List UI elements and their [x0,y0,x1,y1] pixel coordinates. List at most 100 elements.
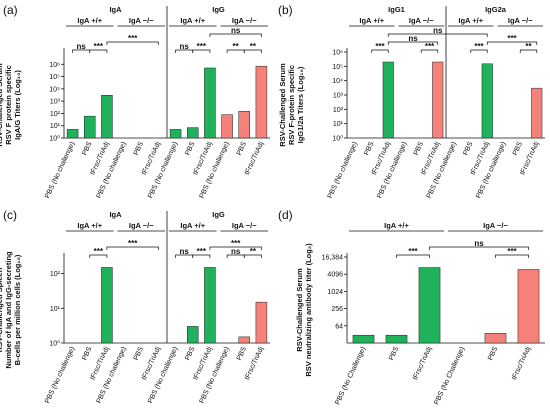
y-tick-label: 10⁰ [332,135,343,143]
bar [352,334,375,344]
y-tick-label: 1024 [327,289,343,296]
strain-label: IgA −/− [129,221,154,230]
significance-label: *** [408,247,418,256]
significance-bracket [243,49,262,53]
bar [187,127,199,139]
significance-label: ** [525,42,532,51]
y-tick-label: 10⁰ [49,135,60,143]
significance-label: *** [197,42,207,51]
strain-label: IgA −/− [409,16,434,25]
significance-bracket [89,49,108,53]
y-tick-label: 10¹ [50,123,61,130]
significance-label: *** [128,34,138,43]
bar [418,267,441,344]
y-tick-label: 64 [335,323,343,330]
bar [432,61,444,139]
x-tick-label: tFrsc/TriAdj [412,345,434,381]
group-label: IgA [109,210,122,219]
significance-bracket [519,49,538,53]
y-axis-label: RSV-Challenged Spleen [0,267,4,352]
panel-label: (c) [3,208,17,222]
x-tick-label: PBS (No challenge) [44,346,76,405]
significance-label: ns [179,247,189,256]
significance-label: ** [250,247,257,256]
y-axis-label: RSV-Challenged Serum [295,268,304,352]
significance-bracket [106,41,159,45]
significance-label: *** [375,42,385,51]
significance-bracket [495,254,529,258]
bar [531,87,543,139]
y-tick-label: 10² [333,107,344,114]
significance-label: *** [507,34,517,43]
bar [101,95,113,139]
strain-label: IgA −/− [129,16,154,25]
x-tick-label: PBS [133,346,145,362]
bar [255,65,268,139]
y-tick-label: 10⁶ [332,50,343,57]
x-tick-label: PBS [363,141,375,157]
significance-bracket [192,254,211,258]
y-axis-label: B-cells per million cells (Log₁₀) [13,254,22,365]
x-tick-label: PBS (No Challenge) [433,346,466,406]
significance-label: ns [433,26,443,35]
x-tick-label: PBS [184,141,196,157]
significance-label: *** [425,42,435,51]
strain-label: IgA +/+ [77,16,102,25]
y-tick-label: 10⁴ [332,78,343,85]
x-tick-label: PBS [81,346,93,362]
significance-label: ns [231,247,241,256]
bar [169,129,182,139]
significance-label: *** [94,247,104,256]
x-tick-label: PBS [184,346,196,362]
y-tick-label: 10⁶ [49,62,60,69]
significance-label: *** [197,247,207,256]
y-axis-label: RSV neutralizing antibody titer (Log₂) [304,243,313,377]
significance-label: ns [408,34,418,43]
strain-label: IgA +/+ [359,16,384,25]
significance-bracket [420,49,439,53]
significance-bracket [396,254,430,258]
y-tick-label: 16,384 [322,255,344,262]
x-tick-label: PBS [388,346,400,362]
y-axis-label: IgG1/2a Titers (Log₁₀) [296,66,305,143]
y-axis-label: IgA/G Titers (Log₁₀) [13,70,22,140]
strain-label: IgA −/− [232,221,257,230]
strain-label: IgA +/+ [384,221,409,230]
y-axis-label: RSV F protein specific [4,65,13,145]
bar [385,334,408,344]
group-label: IgG2a [485,5,507,14]
significance-label: ** [250,42,257,51]
group-label: IgG [212,210,225,219]
y-tick-label: 256 [331,306,343,313]
significance-bracket [89,254,108,258]
x-tick-label: PBS [462,141,474,157]
y-tick-label: 10⁵ [49,74,60,81]
significance-label: *** [128,239,138,248]
panel-label: (b) [278,3,293,17]
bar [238,336,250,344]
bar [187,326,199,344]
x-tick-label: PBS [236,141,248,157]
significance-bracket [387,33,488,37]
y-axis-label: RSV-Challenged Serum [278,63,287,147]
y-tick-label: 10² [50,271,61,278]
bar [204,267,216,344]
significance-bracket [192,49,211,53]
x-tick-label: PBS [487,346,499,362]
y-tick-label: 10³ [50,99,61,106]
significance-bracket [371,49,389,53]
y-tick-label: 10⁵ [332,64,343,71]
strain-label: IgA −/− [508,16,533,25]
y-tick-label: 10¹ [333,121,344,128]
group-label: IgG1 [388,5,405,14]
x-tick-label: PBS [512,141,524,157]
y-tick-label: 10² [50,111,61,118]
significance-bracket [209,33,262,37]
x-tick-label: PBS (No challenge) [44,141,76,200]
y-tick-label: 10¹ [50,306,61,313]
panel-label: (a) [3,3,18,17]
bar [484,333,507,344]
bar [481,63,493,139]
x-tick-label: PBS [81,141,93,157]
x-tick-label: tFrsc/TriAdj [511,345,533,381]
